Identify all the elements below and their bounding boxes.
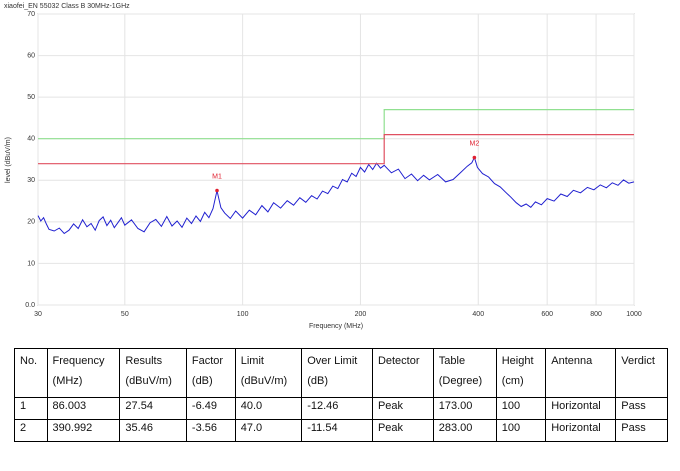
header-text: Height <box>501 355 534 367</box>
data-cell: 100 <box>495 397 547 420</box>
header-text: Detector <box>377 355 420 367</box>
x-tick-label: 1000 <box>626 311 642 318</box>
header-row: No. Frequency (MHz) Results (dBuV/m) Factor (d… <box>14 348 668 398</box>
data-cell: -12.46 <box>301 397 373 420</box>
y-tick-label: 20 <box>27 219 35 226</box>
y-axis-label: level (dBuV/m) <box>5 137 12 183</box>
data-cell: 40.0 <box>234 397 303 420</box>
header-text: (dB) <box>191 375 213 387</box>
y-tick-label: 10 <box>27 260 35 267</box>
header-text: Antenna <box>551 355 593 367</box>
header-text: Results <box>125 355 163 367</box>
header-text: (dB) <box>307 375 328 387</box>
header-text: (dBuV/m) <box>125 375 172 387</box>
header-text: Over Limit <box>307 355 358 367</box>
plot-area <box>37 13 635 306</box>
x-tick-label: 600 <box>541 311 553 318</box>
data-cell: -11.54 <box>301 419 373 442</box>
data-cell: Pass <box>615 419 668 442</box>
header-text: (MHz) <box>52 375 83 387</box>
data-cell: 27.54 <box>119 397 187 420</box>
data-cell: 86.003 <box>46 397 121 420</box>
chart-title: xiaofei_EN 55032 Class B 30MHz-1GHz <box>4 3 130 10</box>
header-cell: Height (cm) <box>495 348 547 398</box>
data-cell: -6.49 <box>185 397 236 420</box>
header-text: Factor <box>191 355 224 367</box>
header-text: (dBuV/m) <box>240 375 288 387</box>
data-cell: -3.56 <box>185 419 236 442</box>
data-cell: Peak <box>371 397 434 420</box>
header-text: Table <box>438 355 466 367</box>
marker-point <box>215 188 219 193</box>
x-tick-label: 100 <box>237 311 249 318</box>
data-cell: 35.46 <box>119 419 187 442</box>
result-table: No. Frequency (MHz) Results (dBuV/m) Factor (d… <box>14 348 668 442</box>
header-text: Frequency <box>52 355 105 367</box>
x-tick-label: 30 <box>34 311 42 318</box>
data-row: 2 390.992 35.46 -3.56 47.0 -11.54 Peak 283.00 10… <box>14 419 668 442</box>
y-tick-label: 60 <box>27 52 35 59</box>
y-tick-label: 30 <box>27 177 35 184</box>
marker-label: M1 <box>212 173 222 180</box>
header-text: (Degree) <box>438 375 483 387</box>
data-cell: 47.0 <box>234 419 303 442</box>
chart: xiaofei_EN 55032 Class B 30MHz-1GHz Freq… <box>4 3 642 330</box>
y-tick-label: 0.0 <box>25 302 35 309</box>
x-tick-label: 200 <box>355 311 367 318</box>
data-cell: 283.00 <box>432 419 497 442</box>
data-cell: 173.00 <box>432 397 497 420</box>
header-text: Limit <box>240 355 264 367</box>
header-cell: Frequency (MHz) <box>46 348 121 398</box>
header-cell: Results (dBuV/m) <box>119 348 187 398</box>
header-text: Verdict <box>621 355 655 367</box>
header-cell: Detector <box>371 348 434 398</box>
header-cell: Table (Degree) <box>432 348 497 398</box>
data-cell: Horizontal <box>545 419 617 442</box>
marker-label: M2 <box>470 140 480 147</box>
y-tick-label: 40 <box>27 136 35 143</box>
data-cell: 390.992 <box>46 419 121 442</box>
x-axis-label: Frequency (MHz) <box>309 323 363 330</box>
trace-line <box>37 156 635 235</box>
header-text: (cm) <box>501 375 524 387</box>
data-cell: Horizontal <box>545 397 617 420</box>
x-tick-label: 800 <box>590 311 602 318</box>
trace-line <box>38 134 634 165</box>
y-tick-label: 50 <box>27 94 35 101</box>
data-cell: 100 <box>495 419 547 442</box>
marker-point <box>472 155 477 160</box>
data-cell: Pass <box>615 397 668 420</box>
header-cell: Factor (dB) <box>185 348 236 398</box>
x-tick-label: 400 <box>472 311 484 318</box>
data-cell: Peak <box>371 419 434 442</box>
x-tick-label: 50 <box>121 311 129 318</box>
header-cell: Limit (dBuV/m) <box>234 348 303 398</box>
header-text: No. <box>20 355 38 367</box>
y-tick-label: 70 <box>27 11 35 18</box>
data-cell: 2 <box>14 419 48 442</box>
data-row: 1 86.003 27.54 -6.49 40.0 -12.46 Peak 173.00 100… <box>14 397 668 420</box>
trace-line <box>38 108 634 140</box>
header-cell: Verdict <box>615 348 668 398</box>
data-cell: 1 <box>14 397 48 420</box>
header-cell: Over Limit (dB) <box>301 348 373 398</box>
header-cell: Antenna <box>545 348 617 398</box>
header-cell: No. <box>14 348 48 398</box>
